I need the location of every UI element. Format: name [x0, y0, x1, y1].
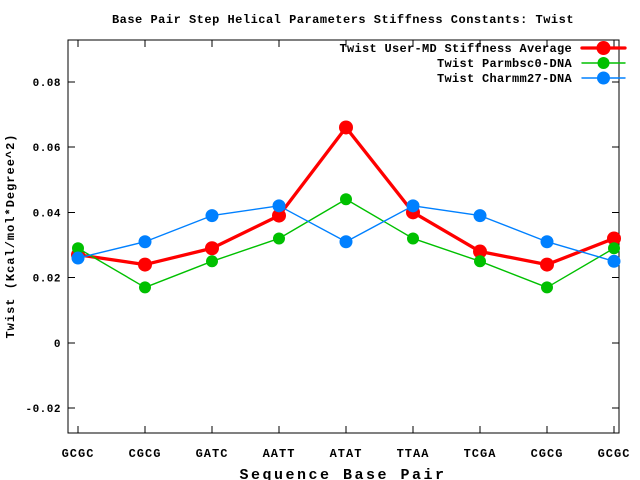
x-tick-label: CGCG: [531, 447, 564, 461]
y-axis-label: Twist (Kcal/mol*Degree^2): [4, 133, 18, 338]
data-point-marker: [138, 235, 152, 249]
x-tick-label: GCGC: [62, 447, 95, 461]
x-axis-label: Sequence Base Pair: [239, 467, 446, 480]
data-point-marker: [272, 208, 286, 223]
y-tick-label: -0.02: [25, 404, 61, 416]
y-tick-label: 0.06: [33, 143, 61, 155]
y-tick-label: 0.04: [33, 208, 61, 220]
legend-entry-label: Twist Charmm27-DNA: [437, 72, 573, 86]
data-point-marker: [138, 257, 152, 272]
data-point-marker: [406, 199, 420, 213]
x-tick-label: TCGA: [464, 447, 497, 461]
x-tick-label: AATT: [263, 447, 296, 461]
data-point-marker: [205, 209, 219, 223]
data-point-marker: [273, 232, 285, 245]
data-point-marker: [339, 120, 353, 135]
series-2: [72, 193, 620, 294]
x-tick-label: TTAA: [397, 447, 430, 461]
y-tick-label: 0.08: [33, 78, 61, 90]
x-tick-label: GATC: [196, 447, 229, 461]
legend-marker-sample: [597, 71, 610, 85]
data-point-marker: [473, 244, 487, 259]
legend-entry: Twist Parmbsc0-DNA: [437, 57, 626, 71]
data-point-marker: [206, 255, 218, 268]
data-point-marker: [272, 199, 286, 213]
data-point-marker: [607, 231, 621, 246]
data-point-marker: [72, 242, 84, 255]
data-point-marker: [71, 251, 85, 265]
series-3: [71, 199, 621, 268]
data-point-marker: [540, 235, 554, 249]
data-point-marker: [407, 232, 419, 245]
data-point-marker: [340, 193, 352, 206]
x-tick-label: GCGC: [598, 447, 631, 461]
legend-entry-label: Twist User-MD Stiffness Average: [339, 42, 572, 56]
legend-entry: Twist Charmm27-DNA: [437, 71, 626, 86]
legend-marker-sample: [597, 57, 610, 69]
plot-frame: -0.02 0 0.02 0.04 0.06 0.08 GCGC CGCG GATC AATT AT…: [25, 39, 631, 461]
data-point-marker: [541, 281, 553, 294]
legend-entry: Twist User-MD Stiffness Average: [339, 41, 627, 56]
data-point-marker: [205, 241, 219, 256]
x-tick-label: CGCG: [129, 447, 162, 461]
x-tick-label: ATAT: [330, 447, 363, 461]
data-point-marker: [339, 235, 353, 249]
y-tick-label: 0.02: [33, 274, 61, 286]
data-point-marker: [608, 242, 620, 255]
chart-title: Base Pair Step Helical Parameters Stiffn…: [112, 13, 574, 27]
y-tick-label: 0: [54, 339, 61, 351]
legend-marker-sample: [596, 41, 611, 55]
series-layer: [71, 120, 621, 294]
data-point-marker: [473, 209, 487, 223]
legend-entry-label: Twist Parmbsc0-DNA: [437, 57, 573, 71]
data-point-marker: [607, 254, 621, 268]
data-point-marker: [540, 257, 554, 272]
data-point-marker: [139, 281, 151, 294]
series-line: [77, 205, 615, 263]
data-point-marker: [474, 255, 486, 268]
